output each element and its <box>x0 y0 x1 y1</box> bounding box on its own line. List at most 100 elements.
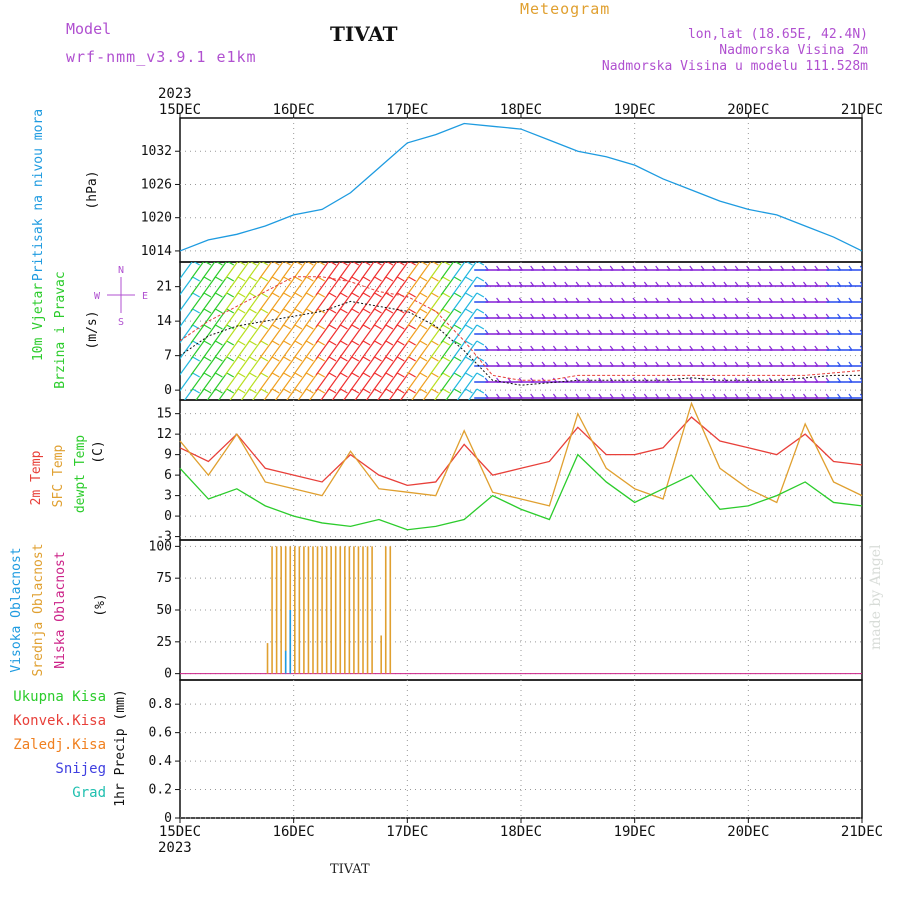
wind-barb <box>247 340 262 360</box>
wind-barb-flag <box>431 372 439 378</box>
wind-barb-flag <box>227 262 235 266</box>
wind-barb-flag <box>385 388 394 394</box>
wind-barb-flag <box>215 372 223 378</box>
wind-barb <box>213 276 228 296</box>
wind-barb <box>281 262 296 280</box>
wind-barb-flag <box>317 388 326 394</box>
wind-barb-flag <box>442 324 451 330</box>
wind-barb <box>349 276 364 296</box>
wind-barb-flag <box>465 372 473 378</box>
wind-barb-flag <box>215 324 223 330</box>
wind-barb-flag <box>328 324 337 330</box>
wind-barb-flag <box>271 356 280 362</box>
compass-w: W <box>94 291 101 302</box>
wind-barb-flag <box>396 388 405 394</box>
cloud-high-label: Visoka Oblacnost <box>9 547 24 672</box>
wind-barb <box>399 388 410 400</box>
wind-barb-flag <box>271 340 280 346</box>
wind-barb-flag <box>283 276 291 282</box>
wind-barb-flag <box>385 372 394 378</box>
wind-barb-flag <box>226 324 235 330</box>
wind-barb-flag <box>859 313 862 318</box>
compass-n: N <box>118 265 124 276</box>
wind-barb <box>451 262 466 280</box>
wind-barb <box>258 372 273 392</box>
wind-barb <box>258 340 273 360</box>
wind-barb <box>463 372 478 392</box>
wind-barb <box>180 372 194 392</box>
wind-barb <box>406 262 421 280</box>
wind-barb-flag <box>226 356 235 362</box>
wind-ytick-label: 7 <box>164 349 172 364</box>
wind-ytick-label: 0 <box>164 383 172 398</box>
wind-barb <box>247 276 262 296</box>
meteogram-label: Meteogram <box>520 0 611 18</box>
wind-barb <box>383 324 398 344</box>
wind-barb-flag <box>192 388 200 394</box>
wind-barb <box>229 388 239 400</box>
temp-line-2 <box>179 453 863 531</box>
wind-barb <box>406 308 421 328</box>
wind-barb-flag <box>260 340 269 346</box>
wind-barb-flag <box>328 372 337 378</box>
wind-barb-flag <box>362 308 371 314</box>
wind-barb-flag <box>306 372 314 378</box>
wind-barb-flag <box>260 324 269 330</box>
wind-barb <box>429 276 444 296</box>
wind-barb <box>224 292 239 312</box>
wind-barb-flag <box>238 262 246 266</box>
wind-barb <box>361 372 376 392</box>
wind-barb <box>224 372 239 392</box>
wind-barb <box>304 276 319 296</box>
wind-barb <box>236 308 251 328</box>
wind-barb <box>263 388 273 400</box>
wind-barb-flag <box>466 262 473 266</box>
wind-barb-flag <box>294 324 303 330</box>
wind-barb-flag <box>476 324 485 330</box>
wind-barb-flag <box>419 388 428 394</box>
wind-barb <box>383 262 398 280</box>
wind-barb <box>395 340 410 360</box>
wind-barb <box>201 276 216 296</box>
wind-barb-flag <box>431 356 439 362</box>
bottom-day-label: 20DEC <box>727 824 769 840</box>
cloud-mid-label: Srednja Oblacnost <box>31 543 46 676</box>
wind-barb-flag <box>419 308 428 314</box>
wind-barb-flag <box>283 372 291 378</box>
pressure-ylabel: Pritisak na nivou mora <box>31 109 46 281</box>
wind-barb <box>304 324 319 344</box>
wind-barb <box>183 388 194 400</box>
wind-barb-flag <box>476 340 485 346</box>
wind-ytick-label: 21 <box>156 280 172 295</box>
wind-barb-flag <box>396 372 405 378</box>
wind-barb <box>292 292 307 312</box>
wind-barb <box>451 308 466 328</box>
wind-barb <box>395 262 409 280</box>
wind-barb-flag <box>396 356 405 362</box>
wind-barb <box>213 292 228 312</box>
wind-barb <box>326 372 341 392</box>
wind-barb <box>190 292 205 312</box>
wind-barb-flag <box>431 388 439 394</box>
wind-barb <box>429 356 444 376</box>
wind-barb <box>292 372 307 392</box>
wind-barb <box>451 276 466 296</box>
wind-barb <box>292 356 307 376</box>
wind-barb <box>338 292 353 312</box>
wind-barb <box>338 276 353 296</box>
wind-barb <box>372 340 387 360</box>
wind-barb <box>395 276 410 296</box>
wind-barb-flag <box>385 292 394 298</box>
wind-barb <box>195 388 205 400</box>
wind-barb <box>440 308 455 328</box>
wind-barb <box>270 292 285 312</box>
wind-barb <box>361 262 375 280</box>
wind-barb-flag <box>192 276 200 282</box>
wind-barb-flag <box>397 262 405 266</box>
wind-barb-flag <box>215 276 223 282</box>
wind-barb <box>240 388 251 400</box>
wind-barb-flag <box>260 356 269 362</box>
wind-barb <box>224 262 239 280</box>
wind-barb-flag <box>203 292 212 298</box>
